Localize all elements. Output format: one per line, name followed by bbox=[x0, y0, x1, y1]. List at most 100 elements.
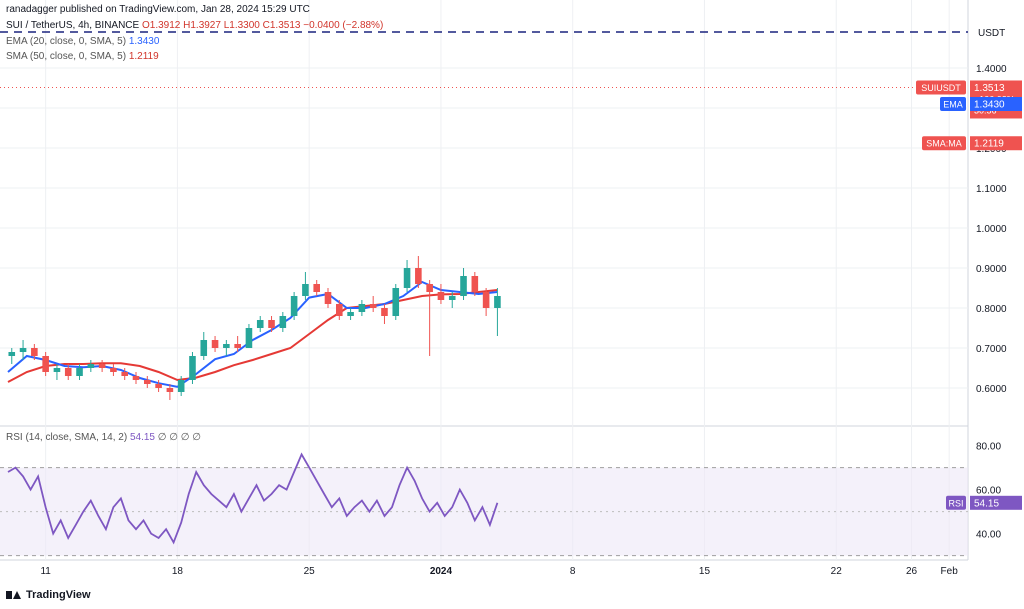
candle bbox=[223, 340, 230, 356]
candle-body bbox=[223, 344, 230, 348]
candle-body bbox=[42, 356, 49, 372]
candle bbox=[290, 292, 298, 320]
publisher-line: ranadagger published on TradingView.com,… bbox=[6, 4, 310, 15]
candle-body bbox=[392, 288, 400, 316]
rsi-tick-label: 80.00 bbox=[976, 442, 1001, 453]
candle bbox=[426, 280, 433, 356]
candle bbox=[121, 368, 128, 380]
candle-body bbox=[19, 348, 27, 352]
candle bbox=[110, 364, 117, 376]
price-pane bbox=[0, 31, 968, 400]
candle bbox=[189, 352, 196, 384]
price-label-value-bg bbox=[970, 97, 1022, 111]
candle bbox=[19, 340, 27, 360]
rsi-tick-label: 60.00 bbox=[976, 486, 1001, 497]
price-label-name: EMA bbox=[943, 100, 963, 110]
candle bbox=[76, 364, 83, 380]
candle bbox=[177, 376, 185, 396]
rsi-line bbox=[7, 452, 499, 545]
price-label-value-bg bbox=[970, 136, 1022, 151]
candle-body bbox=[290, 296, 298, 316]
candle bbox=[268, 316, 275, 332]
rsi-label-name: RSI bbox=[948, 498, 963, 508]
time-axis: 11 18 25 2024 8 15 22 26 Feb bbox=[40, 566, 958, 577]
candle bbox=[98, 360, 106, 372]
candle-body bbox=[166, 388, 174, 392]
candle-body bbox=[177, 380, 185, 392]
candle bbox=[64, 364, 72, 380]
candle bbox=[155, 380, 162, 392]
candle bbox=[482, 288, 490, 316]
price-label-ema[interactable]: EMA 1.3430 bbox=[940, 97, 1022, 111]
candle bbox=[279, 312, 287, 332]
candle-body bbox=[460, 276, 467, 296]
rsi-legend-value: 54.15 bbox=[129, 432, 155, 443]
candle-body bbox=[302, 284, 309, 296]
rsi-value-label[interactable]: RSI 54.15 bbox=[946, 495, 1022, 510]
candle-body bbox=[437, 292, 445, 300]
candle-body bbox=[234, 344, 241, 348]
price-tick-label: 1.1000 bbox=[976, 184, 1007, 195]
rsi-legend-placeholders: ∅ ∅ ∅ ∅ bbox=[157, 432, 201, 443]
candle bbox=[87, 360, 95, 372]
candle bbox=[336, 300, 343, 320]
candle bbox=[211, 336, 219, 352]
candle-body bbox=[76, 368, 83, 376]
candle bbox=[471, 272, 479, 296]
candle-body bbox=[403, 268, 411, 288]
candle bbox=[144, 376, 151, 388]
price-tick-label: 0.7000 bbox=[976, 344, 1007, 355]
candle bbox=[415, 256, 422, 288]
price-tick-label: 0.9000 bbox=[976, 264, 1007, 275]
price-label-smama[interactable]: SMA:MA 1.2119 bbox=[922, 136, 1022, 151]
candle-body bbox=[98, 364, 106, 368]
price-label-name-bg bbox=[922, 136, 966, 151]
candle bbox=[302, 272, 309, 300]
candle-body bbox=[64, 368, 72, 376]
symbol-line: SUI / TetherUS, 4h, BINANCE O1.3912 H1.3… bbox=[6, 20, 383, 31]
time-tick-label: 15 bbox=[699, 566, 711, 577]
candle bbox=[200, 332, 208, 360]
ema-legend-value: 1.3430 bbox=[128, 36, 160, 47]
tradingview-footer: TradingView bbox=[6, 589, 91, 601]
price-label-value: 1.2119 bbox=[974, 139, 1004, 150]
candle-body bbox=[121, 372, 128, 376]
candle-body bbox=[415, 268, 422, 284]
rsi-pane bbox=[0, 452, 968, 557]
currency-label[interactable]: USDT bbox=[978, 28, 1005, 39]
rsi-label-value-bg bbox=[970, 495, 1022, 510]
price-axis: 1.40001.30001.20001.10001.00000.90000.80… bbox=[916, 28, 1022, 541]
time-tick-label: 11 bbox=[40, 566, 51, 577]
candle-body bbox=[53, 368, 61, 372]
sma-legend-label[interactable]: SMA (50, close, 0, SMA, 5) bbox=[6, 51, 127, 62]
rsi-legend-label[interactable]: RSI (14, close, SMA, 14, 2) bbox=[6, 432, 128, 443]
time-tick-label: Feb bbox=[941, 566, 959, 577]
candle-body bbox=[448, 296, 456, 300]
time-tick-label: 25 bbox=[304, 566, 316, 577]
candle bbox=[494, 288, 501, 336]
ema-legend-label[interactable]: EMA (20, close, 0, SMA, 5) bbox=[6, 36, 127, 47]
price-label-name: SUIUSDT bbox=[921, 83, 961, 93]
candle-body bbox=[381, 308, 388, 316]
candle bbox=[166, 384, 174, 400]
candle-body bbox=[482, 292, 490, 308]
symbol-title[interactable]: SUI / TetherUS, 4h, BINANCE bbox=[6, 20, 140, 31]
candle bbox=[358, 300, 366, 316]
candle-body bbox=[471, 276, 479, 292]
publisher-text: ranadagger published on TradingView.com,… bbox=[6, 4, 310, 15]
price-label-name: SMA:MA bbox=[926, 139, 962, 149]
time-tick-label: 18 bbox=[172, 566, 184, 577]
candle-body bbox=[245, 328, 253, 348]
candle bbox=[245, 324, 253, 348]
candle bbox=[256, 316, 264, 332]
time-tick-label: 8 bbox=[570, 566, 576, 577]
price-tick-label: 0.8000 bbox=[976, 304, 1007, 315]
candle-body bbox=[211, 340, 219, 348]
sma50-line bbox=[7, 289, 498, 383]
rsi-label-name-bg bbox=[946, 495, 966, 510]
candle-body bbox=[336, 304, 343, 316]
candle bbox=[31, 344, 38, 360]
candle bbox=[132, 372, 140, 384]
candle bbox=[234, 336, 241, 352]
